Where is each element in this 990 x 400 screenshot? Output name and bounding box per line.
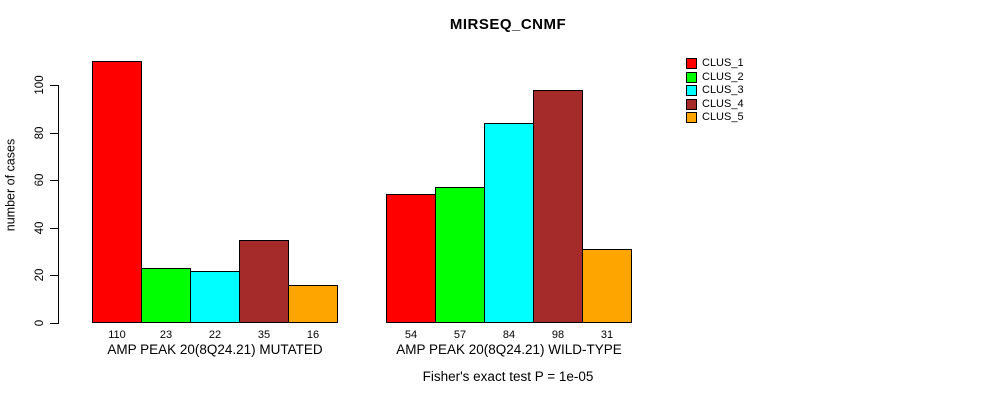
bar-value-label: 22	[208, 329, 222, 341]
bar-clus_3	[190, 270, 240, 323]
y-axis-tick	[50, 132, 59, 134]
legend-label: CLUS_2	[702, 70, 744, 83]
legend-item-clus_3: CLUS_3	[686, 84, 744, 98]
y-axis-tick	[50, 275, 59, 277]
bar-clus_4	[239, 239, 289, 323]
legend-label: CLUS_4	[702, 97, 744, 110]
y-axis-tick-label: 20	[34, 269, 46, 282]
bar-clus_1	[386, 194, 436, 323]
y-axis-label: number of cases	[3, 138, 18, 232]
legend-color-swatch	[686, 58, 697, 70]
x-axis-group-label: AMP PEAK 20(8Q24.21) WILD-TYPE	[396, 342, 622, 357]
bar-value-label: 31	[600, 329, 614, 341]
y-axis-tick-label: 100	[34, 75, 46, 95]
legend-item-clus_5: CLUS_5	[686, 111, 744, 125]
legend-color-swatch	[686, 71, 697, 83]
legend-item-clus_1: CLUS_1	[686, 57, 744, 71]
y-axis-tick	[50, 227, 59, 229]
bar-clus_2	[435, 187, 485, 323]
y-axis-tick-label: 60	[34, 173, 46, 187]
bar-value-label: 54	[404, 329, 418, 341]
legend: CLUS_1 CLUS_2 CLUS_3 CLUS_4 CLUS_5	[686, 57, 744, 125]
chart-title: MIRSEQ_CNMF	[449, 16, 567, 33]
legend-color-swatch	[686, 98, 697, 110]
legend-color-swatch	[686, 112, 697, 124]
legend-color-swatch	[686, 85, 697, 97]
legend-label: CLUS_3	[702, 84, 744, 97]
y-axis-tick	[50, 323, 59, 324]
bar-clus_4	[533, 89, 583, 323]
bar-value-label: 98	[551, 329, 565, 341]
legend-item-clus_2: CLUS_2	[686, 71, 744, 85]
y-axis-line	[58, 85, 59, 324]
y-axis-tick-label: 0	[34, 319, 46, 327]
bar-clus_2	[141, 268, 191, 323]
bar-clus_5	[582, 249, 632, 323]
legend-item-clus_4: CLUS_4	[686, 98, 744, 112]
bar-value-label: 35	[257, 329, 271, 341]
bar-clus_1	[92, 61, 142, 323]
y-axis-tick	[50, 180, 59, 182]
bar-value-label: 57	[453, 329, 467, 341]
bar-clus_5	[288, 284, 338, 323]
annotation-fisher-test: Fisher's exact test P = 1e-05	[422, 369, 594, 384]
bar-value-label: 23	[159, 329, 173, 341]
bar-value-label: 84	[502, 329, 516, 341]
legend-label: CLUS_1	[702, 57, 744, 70]
y-axis-tick-label: 40	[34, 221, 46, 235]
x-axis-group-label: AMP PEAK 20(8Q24.21) MUTATED	[107, 342, 323, 357]
y-axis-tick-label: 80	[34, 126, 46, 139]
bar-value-label: 16	[306, 329, 320, 341]
bar-clus_3	[484, 123, 534, 323]
bar-value-label: 110	[108, 329, 126, 341]
legend-label: CLUS_5	[702, 111, 744, 124]
y-axis-tick	[50, 85, 59, 86]
